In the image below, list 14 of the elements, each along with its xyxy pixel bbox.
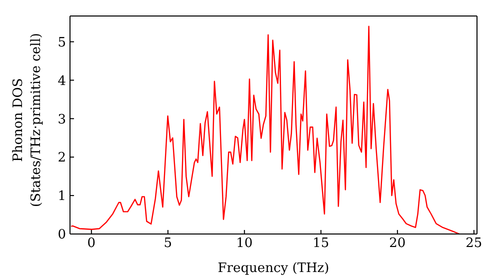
x-tick-label: 25 — [466, 236, 482, 252]
y-tick-label: 4 — [58, 74, 66, 89]
y-tick-label: 1 — [58, 189, 66, 204]
y-tick-label: 2 — [58, 150, 66, 166]
x-tick-label: 20 — [389, 236, 406, 252]
y-tick-label: 3 — [58, 112, 66, 128]
x-tick-label: 15 — [312, 236, 330, 252]
y-axis-title: Phonon DOS (States/THz·primitive cell) — [11, 32, 44, 208]
y-tick-label: 5 — [58, 35, 66, 50]
line-series — [70, 26, 460, 234]
x-axis-title: Frequency (THz) — [218, 261, 330, 276]
x-tick-label: 10 — [236, 236, 253, 252]
x-tick-label: 5 — [164, 236, 172, 252]
x-tick-label: 0 — [87, 236, 96, 252]
